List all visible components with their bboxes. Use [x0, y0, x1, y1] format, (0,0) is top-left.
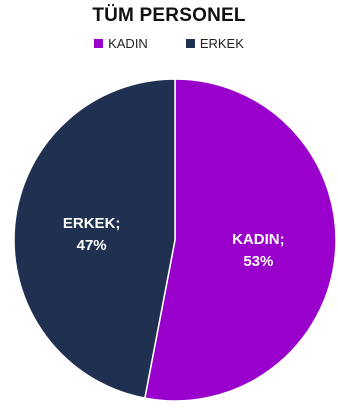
pie-slice-erkek — [13, 78, 176, 400]
pie-slice-kadin — [143, 78, 337, 402]
legend-item-kadin: KADIN — [94, 36, 148, 51]
data-label-erkek-category: ERKEK; — [63, 215, 121, 232]
legend-item-erkek: ERKEK — [185, 36, 244, 51]
legend-swatch-erkek — [185, 39, 195, 48]
legend-swatch-kadin — [94, 39, 104, 48]
chart-title: TÜM PERSONEL — [92, 5, 246, 26]
legend-label-erkek: ERKEK — [199, 36, 244, 51]
legend-label-kadin: KADIN — [108, 36, 148, 51]
data-label-erkek-value: 47% — [77, 237, 107, 254]
data-label-kadin-category: KADIN; — [232, 231, 285, 248]
data-label-kadin-value: 53% — [243, 253, 273, 270]
chart-legend: KADIN ERKEK — [0, 36, 338, 51]
